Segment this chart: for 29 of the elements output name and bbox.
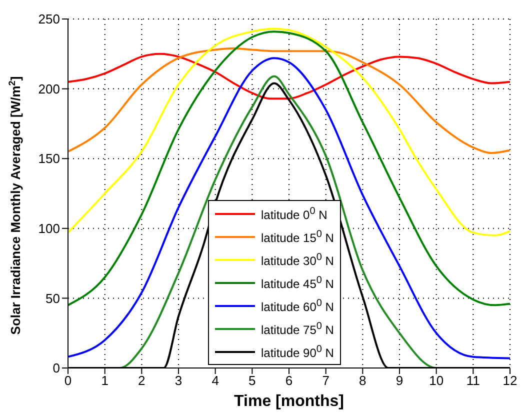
x-tick-label: 3	[174, 373, 182, 388]
line-series	[68, 52, 510, 100]
legend-label: latitude 45$^{0}$ N	[261, 274, 334, 290]
x-tick-label: 10	[429, 373, 444, 388]
legend-label: latitude 15$^{0}$ N	[261, 228, 334, 244]
x-axis-title: Time [months]	[234, 393, 344, 410]
legend-label: latitude 90$^{0}$ N	[261, 344, 334, 360]
x-tick-label: 12	[502, 373, 518, 388]
x-tick-label: 9	[396, 373, 404, 388]
y-tick-label: 250	[38, 12, 60, 27]
x-tick-label: 4	[212, 373, 219, 388]
x-tick-label: 2	[138, 373, 146, 388]
legend-label: latitude 0$^{0}$ N	[261, 206, 328, 222]
legend-label: latitude 75$^{0}$ N	[261, 320, 334, 336]
y-tick-label: 0	[52, 360, 60, 376]
line-series	[68, 47, 510, 154]
x-tick-label: 7	[322, 373, 330, 388]
x-tick-label: 11	[466, 373, 480, 388]
x-tick-label: 8	[359, 373, 366, 388]
legend-label: latitude 60$^{0}$ N	[261, 298, 334, 314]
x-tick-label: 1	[101, 373, 108, 388]
y-tick-label: 150	[38, 151, 60, 166]
y-tick-label: 200	[38, 81, 60, 96]
x-tick-label: 6	[285, 373, 293, 388]
y-tick-label: 100	[38, 221, 60, 236]
x-tick-label: 0	[64, 373, 72, 388]
y-tick-label: 50	[46, 290, 60, 306]
legend-label: latitude 30$^{0}$ N	[261, 252, 334, 268]
x-tick-label: 5	[248, 373, 256, 388]
